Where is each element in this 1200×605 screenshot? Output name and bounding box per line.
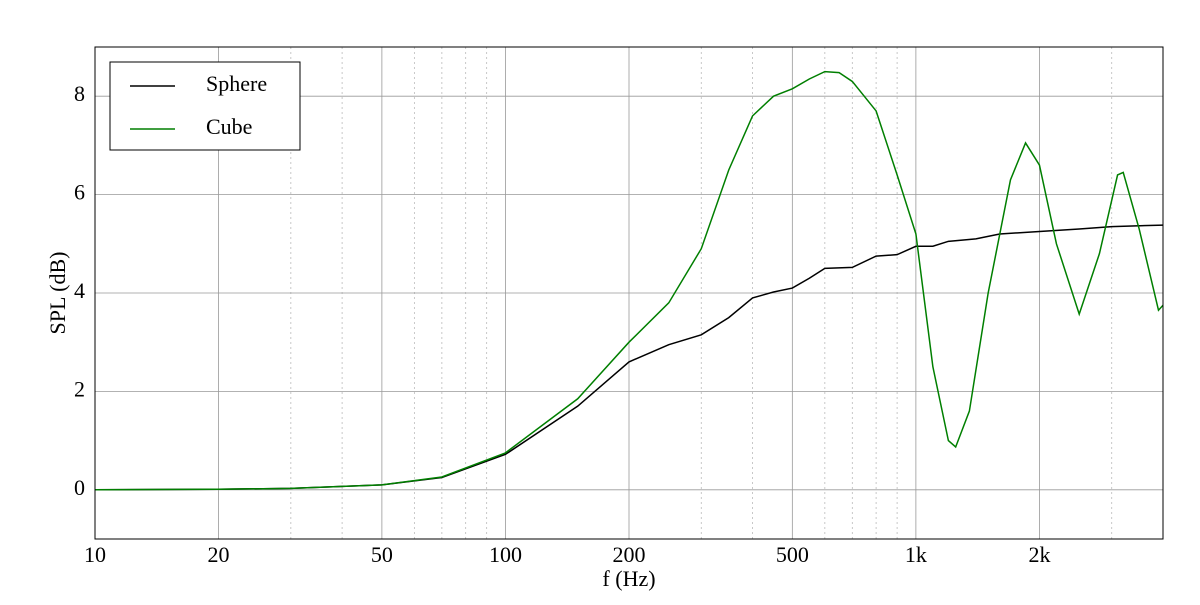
x-tick-label: 10 xyxy=(84,542,106,567)
data-line xyxy=(94,70,1164,491)
y-tick-label: 4 xyxy=(74,278,85,303)
x-tick-label: 500 xyxy=(776,542,809,567)
legend-box xyxy=(109,61,301,151)
x-tick-label: 200 xyxy=(613,542,646,567)
x-tick-label: 20 xyxy=(208,542,230,567)
y-tick-label: 0 xyxy=(74,475,85,500)
y-axis-label: SPL (dB) xyxy=(45,252,70,335)
data-line xyxy=(94,224,1164,491)
plot-frame xyxy=(94,46,1164,540)
legend-label: Sphere xyxy=(206,71,267,96)
x-tick-label: 2k xyxy=(1028,542,1050,567)
legend-label: Cube xyxy=(206,114,252,139)
y-tick-label: 2 xyxy=(74,376,85,401)
x-tick-label: 50 xyxy=(371,542,393,567)
y-tick-label: 6 xyxy=(74,180,85,205)
x-axis-label: f (Hz) xyxy=(602,566,655,591)
x-tick-label: 100 xyxy=(489,542,522,567)
x-tick-label: 1k xyxy=(905,542,927,567)
y-tick-label: 8 xyxy=(74,81,85,106)
